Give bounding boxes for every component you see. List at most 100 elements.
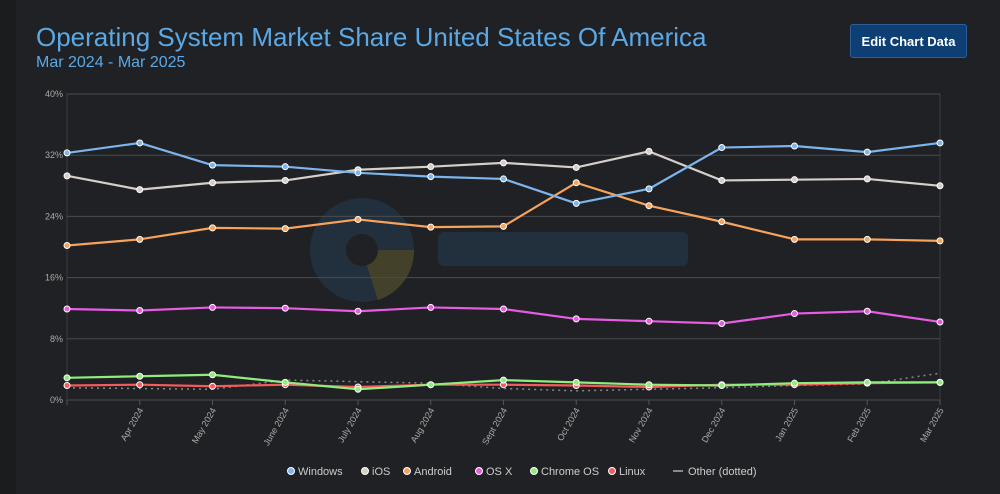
data-point-os-x[interactable] (863, 307, 871, 315)
data-point-android[interactable] (936, 237, 944, 245)
series-os-x (63, 303, 944, 327)
data-point-linux[interactable] (63, 381, 71, 389)
data-point-windows[interactable] (136, 139, 144, 147)
data-point-android[interactable] (718, 218, 726, 226)
data-point-chrome-os[interactable] (572, 378, 580, 386)
data-point-chrome-os[interactable] (645, 381, 653, 389)
data-point-os-x[interactable] (427, 303, 435, 311)
data-point-windows[interactable] (427, 173, 435, 181)
data-point-ios[interactable] (500, 159, 507, 167)
data-point-chrome-os[interactable] (209, 371, 216, 379)
data-point-android[interactable] (427, 223, 435, 231)
data-point-ios[interactable] (427, 163, 435, 171)
data-point-windows[interactable] (936, 139, 944, 147)
legend-item-windows[interactable]: Windows (287, 466, 344, 478)
data-point-windows[interactable] (281, 163, 289, 171)
data-point-os-x[interactable] (936, 318, 944, 326)
data-point-ios[interactable] (645, 147, 653, 155)
data-point-ios[interactable] (63, 172, 71, 180)
data-point-windows[interactable] (645, 185, 653, 193)
data-point-os-x[interactable] (718, 320, 726, 327)
data-point-os-x[interactable] (645, 317, 653, 325)
statcounter-watermark (310, 198, 688, 302)
data-point-os-x[interactable] (572, 315, 580, 323)
data-point-os-x[interactable] (500, 305, 507, 313)
data-point-android[interactable] (500, 222, 507, 230)
data-point-os-x[interactable] (791, 310, 798, 318)
data-point-os-x[interactable] (281, 304, 289, 312)
data-point-android[interactable] (281, 225, 289, 233)
data-point-windows[interactable] (863, 148, 871, 156)
legend-item-ios[interactable]: iOS (361, 466, 391, 478)
data-point-chrome-os[interactable] (863, 378, 871, 386)
data-point-android[interactable] (572, 179, 580, 187)
data-point-android[interactable] (209, 224, 216, 232)
legend-label: iOS (372, 466, 390, 478)
data-point-android[interactable] (63, 241, 71, 249)
data-point-chrome-os[interactable] (791, 379, 798, 387)
legend-label: Android (414, 466, 452, 478)
data-point-ios[interactable] (572, 163, 580, 171)
legend-label: OS X (486, 466, 513, 478)
chart-subtitle: Mar 2024 - Mar 2025 (36, 54, 186, 71)
legend-label: Chrome OS (541, 466, 599, 478)
data-point-windows[interactable] (572, 199, 580, 207)
x-tick-label: Mar 2025 (918, 406, 946, 444)
data-point-os-x[interactable] (209, 303, 216, 311)
data-point-windows[interactable] (791, 142, 798, 150)
data-point-linux[interactable] (209, 382, 216, 390)
legend-marker (530, 467, 538, 475)
edit-chart-data-button[interactable]: Edit Chart Data (850, 24, 967, 58)
data-point-android[interactable] (136, 235, 144, 243)
data-point-windows[interactable] (718, 144, 726, 152)
y-tick-label: 40% (45, 89, 63, 99)
data-point-chrome-os[interactable] (427, 381, 435, 389)
legend-item-other-dotted[interactable]: Other (dotted) (673, 466, 756, 478)
data-point-ios[interactable] (209, 179, 216, 187)
data-point-chrome-os[interactable] (500, 376, 507, 384)
legend-item-android[interactable]: Android (403, 466, 452, 478)
data-point-os-x[interactable] (136, 306, 144, 314)
chart-title: Operating System Market Share United Sta… (36, 22, 707, 52)
legend-marker (403, 467, 411, 475)
data-point-android[interactable] (645, 202, 653, 210)
x-tick-label: Apr 2024 (119, 406, 146, 443)
series-line-ios (66, 150, 941, 191)
data-point-os-x[interactable] (354, 307, 362, 315)
data-point-linux[interactable] (136, 381, 144, 389)
data-point-chrome-os[interactable] (281, 378, 289, 386)
legend-label: Linux (619, 466, 646, 478)
data-point-chrome-os[interactable] (718, 381, 726, 389)
data-point-ios[interactable] (281, 176, 289, 184)
data-point-chrome-os[interactable] (136, 372, 144, 380)
x-tick-label: May 2024 (190, 406, 218, 445)
x-tick-label: Oct 2024 (555, 406, 582, 443)
data-point-windows[interactable] (209, 161, 216, 169)
data-point-os-x[interactable] (63, 305, 71, 313)
data-point-chrome-os[interactable] (63, 374, 71, 382)
data-point-windows[interactable] (354, 169, 362, 177)
x-tick-label: Jan 2025 (773, 406, 800, 443)
data-point-ios[interactable] (936, 182, 944, 190)
data-point-ios[interactable] (718, 176, 726, 184)
data-point-android[interactable] (354, 215, 362, 223)
x-tick-label: Nov 2024 (627, 406, 655, 444)
legend-label: Windows (298, 466, 343, 478)
legend-item-os-x[interactable]: OS X (475, 466, 513, 478)
data-point-chrome-os[interactable] (936, 378, 944, 386)
data-point-windows[interactable] (63, 149, 71, 157)
watermark-logo-hole (346, 234, 378, 266)
legend-item-linux[interactable]: Linux (608, 466, 646, 478)
data-point-android[interactable] (791, 235, 798, 243)
x-tick-label: June 2024 (261, 406, 291, 447)
data-point-android[interactable] (863, 235, 871, 243)
data-point-windows[interactable] (500, 175, 507, 183)
y-tick-label: 0% (50, 395, 63, 405)
legend-marker (475, 467, 483, 475)
watermark-wordmark (438, 232, 688, 266)
data-point-chrome-os[interactable] (354, 385, 362, 393)
data-point-ios[interactable] (863, 175, 871, 183)
data-point-ios[interactable] (136, 186, 144, 194)
data-point-ios[interactable] (791, 176, 798, 184)
legend-item-chrome-os[interactable]: Chrome OS (530, 466, 600, 478)
